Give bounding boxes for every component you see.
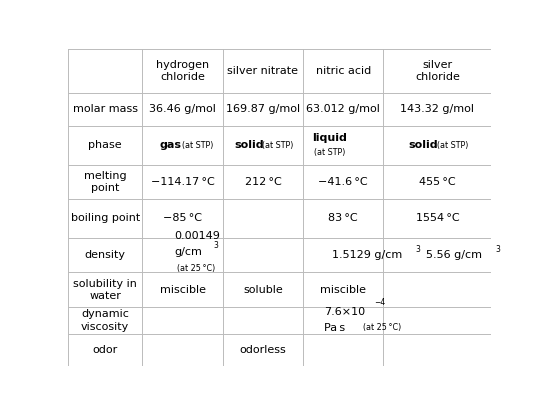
- Text: phase: phase: [88, 141, 122, 150]
- Text: (at 25 °C): (at 25 °C): [363, 323, 401, 332]
- Text: −85 °C: −85 °C: [163, 213, 202, 223]
- Text: miscible: miscible: [159, 285, 205, 295]
- Text: 0.00149: 0.00149: [174, 231, 220, 240]
- Text: (at STP): (at STP): [314, 148, 345, 157]
- Text: 3: 3: [496, 245, 501, 254]
- Text: silver nitrate: silver nitrate: [227, 66, 299, 76]
- Text: 169.87 g/mol: 169.87 g/mol: [226, 104, 300, 114]
- Text: 455 °C: 455 °C: [419, 177, 456, 187]
- Text: g/cm: g/cm: [174, 247, 202, 257]
- Text: density: density: [85, 250, 126, 260]
- Text: (at STP): (at STP): [263, 141, 294, 150]
- Text: solid: solid: [409, 141, 438, 150]
- Text: 212 °C: 212 °C: [245, 177, 281, 187]
- Text: (at 25 °C): (at 25 °C): [177, 264, 215, 273]
- Text: 143.32 g/mol: 143.32 g/mol: [400, 104, 474, 114]
- Text: odor: odor: [93, 345, 118, 355]
- Text: −114.17 °C: −114.17 °C: [151, 177, 215, 187]
- Text: 5.56 g/cm: 5.56 g/cm: [426, 250, 482, 260]
- Text: −4: −4: [374, 298, 385, 307]
- Text: solid: solid: [234, 141, 264, 150]
- Text: 83 °C: 83 °C: [329, 213, 358, 223]
- Text: 7.6×10: 7.6×10: [324, 307, 365, 317]
- Text: dynamic
viscosity: dynamic viscosity: [81, 309, 129, 332]
- Text: silver
chloride: silver chloride: [415, 60, 460, 82]
- Text: boiling point: boiling point: [70, 213, 140, 223]
- Text: liquid: liquid: [312, 134, 347, 143]
- Text: 63.012 g/mol: 63.012 g/mol: [306, 104, 380, 114]
- Text: odorless: odorless: [240, 345, 286, 355]
- Text: nitric acid: nitric acid: [316, 66, 371, 76]
- Text: miscible: miscible: [321, 285, 366, 295]
- Text: melting
point: melting point: [84, 171, 127, 193]
- Text: 1554 °C: 1554 °C: [416, 213, 459, 223]
- Text: molar mass: molar mass: [73, 104, 138, 114]
- Text: hydrogen
chloride: hydrogen chloride: [156, 60, 209, 82]
- Text: gas: gas: [159, 141, 181, 150]
- Text: (at STP): (at STP): [437, 141, 468, 150]
- Text: soluble: soluble: [243, 285, 283, 295]
- Text: −41.6 °C: −41.6 °C: [318, 177, 368, 187]
- Text: (at STP): (at STP): [182, 141, 213, 150]
- Text: 3: 3: [416, 245, 420, 254]
- Text: Pa s: Pa s: [324, 323, 345, 332]
- Text: 1.5129 g/cm: 1.5129 g/cm: [332, 250, 402, 260]
- Text: 3: 3: [213, 241, 218, 250]
- Text: 36.46 g/mol: 36.46 g/mol: [149, 104, 216, 114]
- Text: solubility in
water: solubility in water: [73, 279, 137, 301]
